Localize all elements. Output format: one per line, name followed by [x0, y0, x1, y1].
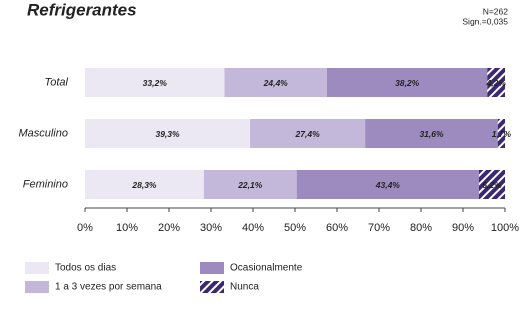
bar-segment [85, 68, 225, 97]
bar-segment [487, 68, 505, 97]
x-tick-label: 60% [326, 222, 348, 234]
bar-segment [326, 68, 488, 97]
value-label: 28,3% [131, 180, 157, 190]
bar-segment [85, 119, 251, 148]
value-label: 24,4% [263, 78, 289, 88]
bar-segment [224, 68, 327, 97]
sample-size: N=262 [483, 6, 509, 16]
bar-segment [497, 119, 505, 148]
x-tick-label: 20% [158, 222, 180, 234]
x-tick-label: 10% [116, 222, 138, 234]
bar-segment [250, 119, 366, 148]
value-label: 38,2% [395, 78, 420, 88]
x-tick-label: 50% [284, 222, 306, 234]
legend-label: 1 a 3 vezes por semana [55, 282, 162, 293]
x-tick-label: 100% [491, 222, 519, 234]
legend-swatch [200, 281, 224, 293]
legend-label: Nunca [230, 282, 259, 293]
category-label: Total [45, 76, 69, 88]
x-tick-label: 80% [410, 222, 432, 234]
value-label: 39,3% [155, 129, 180, 139]
value-label: 31,6% [419, 129, 444, 139]
x-tick-label: 90% [452, 222, 474, 234]
value-label: 1,7% [492, 129, 512, 139]
legend-swatch [25, 281, 49, 293]
x-tick-label: 0% [77, 222, 93, 234]
value-label: 27,4% [295, 129, 321, 139]
legend-label: Todos os dias [55, 263, 116, 274]
x-tick-label: 70% [368, 222, 390, 234]
bar-segment [478, 170, 505, 199]
value-label: 4,2% [485, 78, 506, 88]
legend-swatch [25, 262, 49, 274]
bar-segment [365, 119, 498, 148]
value-label: 33,2% [143, 78, 168, 88]
legend-label: Ocasionalmente [230, 263, 303, 274]
category-label: Masculino [18, 127, 68, 139]
legend-swatch [200, 262, 224, 274]
chart-title: Refrigerantes [27, 0, 137, 19]
category-label: Feminino [23, 178, 68, 190]
value-label: 43,4% [375, 180, 401, 190]
x-tick-label: 40% [242, 222, 264, 234]
x-tick-label: 30% [200, 222, 222, 234]
bar-segment [85, 170, 204, 199]
significance: Sign.=0,035 [462, 16, 508, 26]
bar-segment [203, 170, 297, 199]
bar-segment [296, 170, 479, 199]
value-label: 6,2% [482, 180, 502, 190]
value-label: 22,1% [237, 180, 263, 190]
